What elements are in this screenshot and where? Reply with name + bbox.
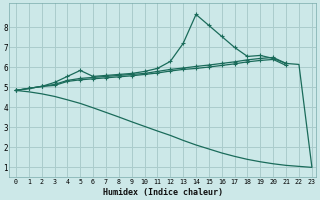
X-axis label: Humidex (Indice chaleur): Humidex (Indice chaleur) <box>103 188 223 197</box>
